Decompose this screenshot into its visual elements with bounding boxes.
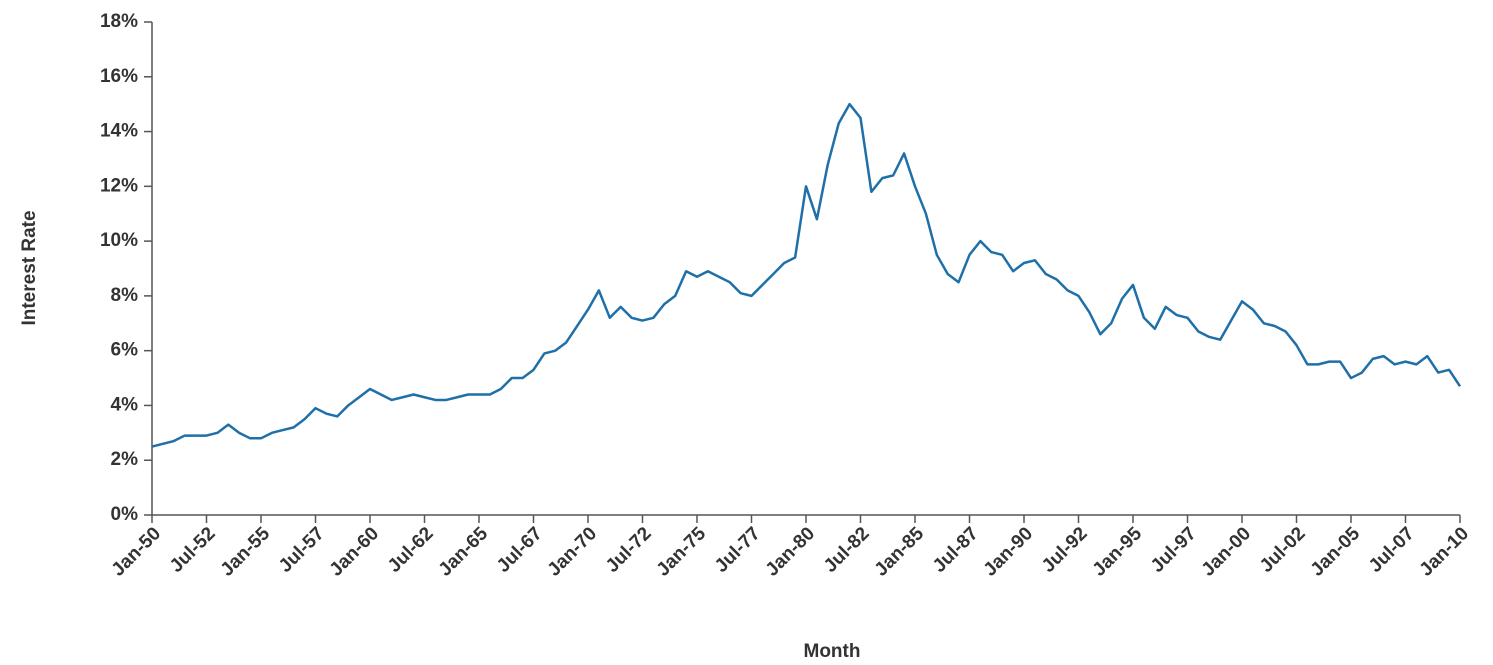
x-tick-label: Jul-72 <box>602 523 656 577</box>
y-tick-label: 6% <box>111 340 139 361</box>
x-tick-label: Jul-62 <box>384 523 438 577</box>
y-tick-label: 18% <box>100 11 138 32</box>
data-line <box>151 102 1462 448</box>
x-tick-label: Jan-55 <box>217 523 275 581</box>
x-tick-label: Jul-52 <box>166 523 220 577</box>
x-tick-label: Jan-75 <box>653 523 711 581</box>
x-tick-label: Jan-50 <box>108 523 165 580</box>
x-tick-label: Jan-90 <box>980 523 1037 580</box>
x-tick-label: Jan-00 <box>1198 523 1255 580</box>
y-tick-label: 16% <box>100 66 138 87</box>
x-tick-label: Jul-87 <box>929 523 983 577</box>
y-tick-label: 10% <box>100 230 138 251</box>
y-tick-label: 14% <box>100 121 138 142</box>
y-tick-label: 12% <box>100 175 138 196</box>
y-tick-label: 8% <box>111 285 139 306</box>
x-tick-label: Jul-82 <box>820 523 874 577</box>
x-tick-label: Jan-65 <box>435 523 493 581</box>
x-tick-label: Jan-80 <box>762 523 819 580</box>
y-tick-label: 0% <box>111 504 139 525</box>
y-tick-label: 4% <box>111 394 139 415</box>
x-tick-label: Jul-57 <box>275 523 329 577</box>
x-tick-label: Jul-77 <box>711 523 765 577</box>
x-tick-label: Jan-70 <box>544 523 601 580</box>
x-axis-title: Month <box>804 641 861 662</box>
x-tick-label: Jul-02 <box>1256 523 1310 577</box>
x-tick-label: Jul-07 <box>1365 523 1419 577</box>
x-tick-label: Jan-05 <box>1307 523 1365 581</box>
x-tick-label: Jul-67 <box>493 523 547 577</box>
x-tick-label: Jul-92 <box>1038 523 1092 577</box>
x-tick-label: Jan-95 <box>1089 523 1147 581</box>
y-axis-title: Interest Rate <box>19 210 40 325</box>
x-tick-label: Jan-10 <box>1416 523 1473 580</box>
y-tick-label: 2% <box>111 449 139 470</box>
x-tick-label: Jan-60 <box>326 523 383 580</box>
x-tick-label: Jan-85 <box>871 523 929 581</box>
x-tick-label: Jul-97 <box>1147 523 1201 577</box>
